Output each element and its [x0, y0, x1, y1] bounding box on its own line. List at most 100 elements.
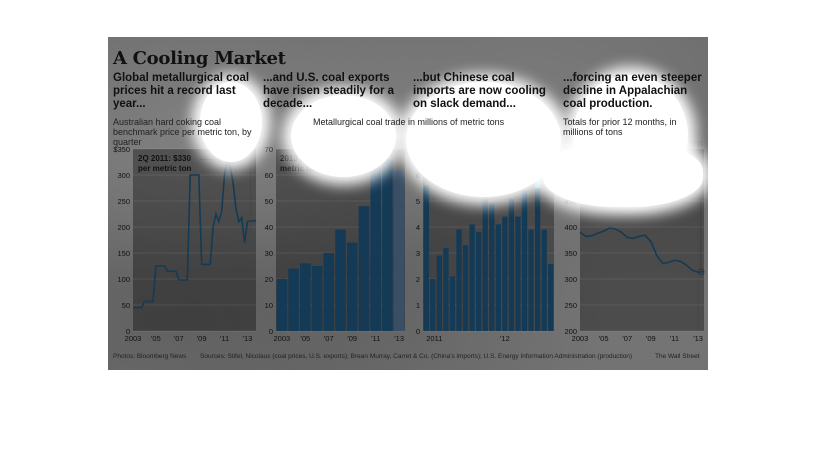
footer-credit: The Wall Street — [655, 353, 700, 360]
chart4-x-tick: '07 — [622, 334, 632, 343]
chart4-y-tick: 350 — [564, 249, 577, 258]
chart2-y-tick: 30 — [265, 249, 273, 258]
chart1-y-tick: 50 — [122, 301, 130, 310]
chart3-bar — [482, 198, 488, 331]
chart4-x-tick: '13 — [693, 334, 703, 343]
chart1-annotation-line2: per metric ton — [138, 164, 191, 173]
chart4-x-tick: '11 — [670, 334, 679, 343]
chart2-x-tick: '05 — [300, 334, 310, 343]
chart4-y-tick: 400 — [564, 223, 577, 232]
chart1-y-tick: 300 — [117, 171, 130, 180]
chart1-y-tick: 250 — [117, 197, 130, 206]
chart3-x-tick: '12 — [500, 334, 510, 343]
chart2-bar — [300, 263, 311, 331]
chart3-bar — [508, 198, 515, 331]
chart1-y-tick: 0 — [126, 327, 130, 336]
chart2-proj-label: Proj. — [391, 140, 405, 147]
chart2-y-tick: 10 — [265, 301, 273, 310]
chart4-series-line — [579, 227, 705, 274]
chart3-bar — [436, 255, 443, 331]
chart3-bar — [515, 216, 521, 331]
chart3-x-tick: 2011 — [426, 334, 442, 343]
chart3-y-tick: 0 — [416, 327, 420, 336]
chart3-bar — [469, 224, 475, 331]
chart3-bar — [462, 245, 469, 331]
chart2-bar — [288, 268, 299, 331]
chart3-bar — [489, 203, 495, 331]
chart2-y-tick: 50 — [265, 197, 273, 206]
chart1-x-tick: '05 — [151, 334, 161, 343]
chart4-y-tick: 200 — [564, 327, 577, 336]
chart1-x-tick: '11 — [220, 334, 229, 343]
chart2-subtitle: Metallurgical coal trade in millions of … — [313, 117, 505, 127]
chart2-y-tick: 20 — [265, 275, 273, 284]
chart2-x-tick: '13 — [394, 334, 404, 343]
chart3-y-tick: 4 — [416, 223, 420, 232]
chart4-annotation-marker — [697, 268, 705, 276]
overlay-blob-1 — [200, 82, 262, 162]
chart4-x-tick: '05 — [599, 334, 609, 343]
chart2-bar — [370, 167, 381, 331]
chart3-y-tick: 5 — [416, 197, 420, 206]
chart2-x-tick: '07 — [324, 334, 334, 343]
chart3-bar — [423, 185, 429, 331]
chart1-x-tick: 2003 — [125, 334, 142, 343]
chart3-y-tick: 6 — [416, 171, 420, 180]
chart1-y-tick: $350 — [113, 145, 130, 154]
chart2-bar — [335, 229, 346, 331]
chart3-bar — [528, 229, 534, 331]
chart3-bar — [495, 224, 501, 331]
chart3-bar — [548, 264, 554, 331]
chart4-y-tick: 300 — [564, 275, 577, 284]
page-title: A Cooling Market — [113, 48, 286, 69]
chart2-x-tick: 2003 — [274, 334, 291, 343]
chart3-y-tick: 1 — [416, 301, 420, 310]
chart4-proj-label: Proj. — [690, 140, 704, 147]
chart2-x-tick: '11 — [371, 334, 380, 343]
charts-canvas: $3503002502001501005002003'05'07'09'11'1… — [113, 140, 705, 343]
chart2-y-tick: 60 — [265, 171, 273, 180]
chart2-y-tick: 0 — [269, 327, 273, 336]
footer-sources: Sources: Stifel, Nicolaus (coal prices, … — [200, 353, 633, 360]
chart2-bar — [311, 266, 323, 331]
chart2-bar — [393, 169, 405, 331]
chart3-y-tick: 3 — [416, 249, 420, 258]
chart3-bar — [443, 247, 449, 331]
chart3-bar — [521, 190, 528, 331]
overlay-blob-3 — [406, 82, 561, 197]
chart2-bar — [323, 253, 335, 331]
chart1-subtitle: Australian hard coking coal benchmark pr… — [113, 117, 252, 147]
graphic-panel: $350 300 250 200 150 100 50 0 2003'05'07'09'11'1… — [108, 37, 708, 370]
chart2-headline: ...and U.S. coal exports have risen stea… — [263, 72, 395, 110]
overlay-blob-2 — [291, 95, 396, 177]
chart1-annotation-line1: 2Q 2011: $330 — [138, 154, 191, 163]
chart3-bar — [502, 216, 508, 331]
chart3-y-tick: 2 — [416, 275, 420, 284]
chart4-y-tick: 250 — [564, 301, 577, 310]
chart1-x-tick: '07 — [174, 334, 184, 343]
chart3-bar — [430, 279, 436, 331]
chart2-bar — [358, 206, 370, 331]
chart4-x-tick: '09 — [646, 334, 656, 343]
chart1-series-line — [133, 156, 256, 309]
chart3-bar — [449, 276, 456, 331]
chart3-bar — [456, 229, 462, 331]
footer-photos: Photos: Bloomberg News — [113, 353, 187, 360]
chart2-bar — [346, 242, 358, 331]
chart4-subtitle: Totals for prior 12 months, in millions … — [563, 117, 677, 137]
chart1-y-tick: 100 — [117, 275, 130, 284]
chart2-y-tick: 40 — [265, 223, 273, 232]
chart4-x-tick: 2003 — [572, 334, 589, 343]
chart2-bar — [276, 279, 288, 331]
chart1-y-tick: 200 — [117, 223, 130, 232]
chart3-headline: ...but Chinese coal imports are now cool… — [413, 72, 546, 110]
chart3-bar — [541, 229, 547, 331]
chart1-y-tick: 150 — [117, 249, 130, 258]
chart1-plot-bg — [133, 149, 256, 331]
chart1-x-tick: '09 — [197, 334, 207, 343]
chart3-bar — [534, 188, 541, 331]
overlay-blob-5 — [573, 75, 688, 195]
chart4-headline: ...forcing an even steeper decline in Ap… — [563, 72, 702, 110]
chart2-annotation-line2: metric tons — [280, 164, 324, 173]
chart4-y-tick: 450 — [564, 197, 577, 206]
